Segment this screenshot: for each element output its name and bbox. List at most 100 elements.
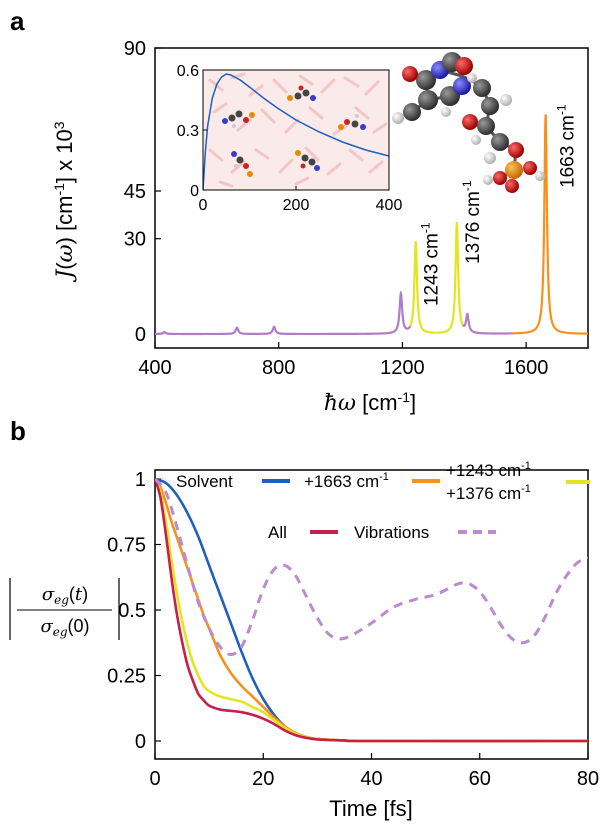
molecule-atom: [453, 77, 471, 95]
legend-label: All: [268, 523, 287, 542]
x-tick-label: 1600: [504, 357, 549, 379]
y-tick-label: 0.75: [107, 535, 146, 557]
molecule-atom: [483, 175, 493, 185]
molecule-atom: [481, 97, 499, 115]
legend-item: All: [268, 523, 338, 542]
y-tick-label: 0.25: [107, 666, 146, 688]
series-line--1663-cm-1: [155, 478, 588, 743]
molecule-atom: [477, 117, 495, 135]
y-tick-label: 0: [135, 731, 146, 753]
molecule-atom: [508, 142, 524, 158]
molecule-atom: [493, 171, 507, 185]
panel-label-b: b: [10, 416, 26, 446]
molecule-atom: [462, 114, 478, 130]
molecule-atom: [467, 73, 477, 83]
x-tick-label: 20: [252, 768, 274, 790]
molecule-atom: [523, 161, 537, 175]
molecule-atom: [455, 57, 473, 75]
panel-a-ylabel: J(ω) [cm-1] x 103: [51, 121, 78, 282]
inset-x-tick-label: 200: [283, 197, 310, 214]
legend-label: Vibrations: [354, 523, 429, 542]
x-tick-label: 400: [138, 357, 171, 379]
panel-b: 0 20 40 60 80 0 0.25 0.5 0.75 1 Solvent +1663 cm-1…: [9, 460, 599, 821]
molecule-atom: [471, 135, 481, 145]
panel-b-xlabel: Time [fs]: [329, 796, 413, 821]
x-tick-label: 80: [577, 768, 599, 790]
inset-y-tick-label: 0.3: [177, 123, 199, 140]
y-tick-label: 0: [135, 324, 146, 346]
molecule-atom: [418, 90, 438, 110]
y-tick-label: 30: [124, 229, 146, 251]
legend-label: +1243 cm-1: [446, 460, 531, 480]
svg-text:σeg(t): σeg(t): [42, 584, 88, 607]
inset-ticks: 0 200 400 0 0.3 0.6: [177, 63, 403, 214]
molecule-illustration: [392, 52, 545, 193]
molecule-atom: [484, 152, 496, 164]
svg-text:J(ω) [cm-1] x 103: J(ω) [cm-1] x 103: [51, 121, 78, 282]
x-tick-label: 800: [262, 357, 295, 379]
molecule-atom: [500, 94, 512, 106]
legend-item: Vibrations: [354, 523, 496, 542]
molecule-atom: [392, 112, 404, 124]
spectrum-segment: [461, 312, 513, 335]
panel-label-a: a: [10, 6, 25, 36]
spectrum-peak: [163, 331, 166, 333]
spectrum-peak: [456, 221, 458, 224]
legend-item: +1243 cm-1 +1376 cm-1: [446, 460, 590, 503]
inset-spectral-density-curve: [203, 73, 389, 190]
x-tick-label: 1200: [380, 357, 425, 379]
panel-b-legend: Solvent +1663 cm-1 +1243 cm-1 +1376 cm-1 All…: [176, 460, 590, 542]
molecule-atom: [402, 66, 418, 82]
molecule-atom: [505, 161, 523, 179]
y-tick-label: 90: [124, 38, 146, 60]
panel-a-xlabel: ħω [cm-1]: [324, 389, 416, 416]
legend-label: +1663 cm-1: [304, 471, 389, 491]
inset-solute-molecules: [222, 85, 366, 177]
molecule-atom: [535, 171, 545, 181]
spectrum-peak: [236, 326, 238, 329]
legend-label: Solvent: [176, 472, 233, 491]
inset-y-tick-label: 0.6: [177, 63, 199, 80]
x-tick-label: 40: [360, 768, 382, 790]
peak-label: 1376 cm-1: [460, 180, 484, 264]
spectrum-peak: [466, 315, 469, 318]
molecule-atom: [491, 133, 509, 151]
series-line--1243-cm-1-1376-cm-1: [155, 478, 588, 743]
y-tick-label: 1: [135, 469, 146, 491]
series-line-vibrations: [155, 477, 588, 657]
x-tick-label: 60: [469, 768, 491, 790]
legend-item: +1663 cm-1: [304, 471, 440, 491]
spectrum-segment: [155, 290, 412, 336]
inset-chart: 0 200 400 0 0.3 0.6: [177, 63, 403, 214]
panel-a-peak-labels: 1243 cm-1 1376 cm-1 1663 cm-1: [419, 104, 579, 306]
inset-x-tick-label: 0: [199, 197, 208, 214]
molecule-atom: [416, 70, 436, 90]
panel-b-ticks: 0 20 40 60 80 0 0.25 0.5 0.75 1: [107, 469, 599, 790]
panel-a-peaks: [155, 113, 588, 336]
inset-x-tick-label: 400: [376, 197, 403, 214]
spectrum-segment: [409, 222, 464, 334]
molecule-atom: [441, 107, 451, 117]
panel-a: 400 800 1200 1600 0 30 45 90 1243 cm-1 1376 cm-1…: [51, 38, 589, 416]
series-line-all: [155, 478, 588, 743]
panel-b-frame: [154, 469, 589, 760]
legend-label: +1376 cm-1: [446, 483, 531, 503]
peak-label: 1663 cm-1: [555, 104, 579, 188]
molecule-atom: [505, 179, 519, 193]
molecule-atom: [403, 103, 421, 121]
y-tick-label: 45: [124, 181, 146, 203]
inset-solvent-texture: [208, 72, 388, 188]
spectrum-peak: [414, 241, 417, 243]
spectrum-peak: [544, 113, 547, 116]
legend-item: Solvent: [176, 472, 290, 491]
spectrum-peak: [400, 293, 402, 296]
inset-y-tick-label: 0: [190, 183, 199, 200]
peak-label: 1243 cm-1: [419, 222, 443, 306]
panel-b-ylabel: σeg(t) σeg(0): [9, 578, 120, 640]
svg-text:σeg(0): σeg(0): [40, 616, 89, 639]
panel-a-frame: [154, 47, 589, 349]
series-line-solvent: [155, 477, 588, 743]
spectrum-segment: [512, 114, 588, 335]
molecule-atom: [473, 79, 491, 97]
